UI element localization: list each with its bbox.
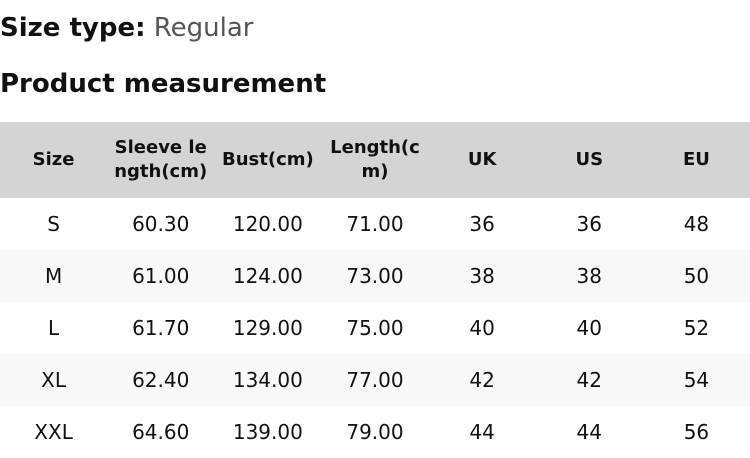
table-cell: 64.60 [132,420,190,444]
column-header: UK [428,122,536,198]
section-title: Product measurement [0,69,327,99]
table-cell: 54 [642,354,750,406]
table-cell: 36 [576,212,602,236]
table-cell: XXL [34,420,73,444]
table-cell: 40 [469,316,495,340]
size-type-value: Regular [153,13,254,43]
table-row: XL 62.40 134.00 77.00 42 42 54 [0,354,750,406]
column-header: Length(cm) [321,122,429,198]
table-cell: 44 [469,420,495,444]
table-cell: S [47,212,60,236]
table-row: M 61.00 124.00 73.00 38 38 50 [0,250,750,302]
table-header-row: Size Sleeve length(cm) Bust(cm) Length(cm) U… [0,122,750,198]
column-header: Sleeve length(cm) [107,122,215,198]
table-cell: 134.00 [214,354,322,406]
table-cell: 120.00 [232,212,303,236]
table-cell: 38 [535,250,643,302]
table-cell: 124.00 [214,250,322,302]
table-cell: 77.00 [321,354,429,406]
table-cell: 56 [683,420,710,444]
table-cell: 48 [683,212,710,236]
table-cell: 62.40 [107,354,215,406]
table-cell: 139.00 [232,420,303,444]
table-cell: 50 [642,250,750,302]
table-cell: M [0,250,108,302]
table-cell: 71.00 [346,212,404,236]
table-cell: 129.00 [232,316,303,340]
table-cell: 61.70 [132,316,190,340]
column-header: US [535,122,643,198]
measurement-table: Size Sleeve length(cm) Bust(cm) Length(cm) U… [0,122,750,458]
table-cell: 38 [428,250,536,302]
table-cell: 73.00 [321,250,429,302]
table-cell: 52 [683,316,710,340]
table-cell: 40 [576,316,602,340]
size-type-label: Size type: [0,13,146,43]
table-cell: 79.00 [346,420,404,444]
table-row: S 60.30 120.00 71.00 36 36 48 [0,198,750,250]
table-row: XXL 64.60 139.00 79.00 44 44 56 [0,406,750,458]
table-row: L 61.70 129.00 75.00 40 40 52 [0,302,750,354]
column-header: Size [0,122,108,198]
table-cell: 60.30 [132,212,190,236]
table-cell: XL [0,354,108,406]
table-cell: 36 [469,212,495,236]
table-cell: 42 [428,354,536,406]
table-cell: 61.00 [107,250,215,302]
column-header: EU [642,122,750,198]
table-cell: L [47,316,60,340]
table-cell: 75.00 [346,316,404,340]
table-cell: 42 [535,354,643,406]
size-type: Size type: Regular [0,11,253,45]
column-header: Bust(cm) [214,122,322,198]
table-cell: 44 [576,420,602,444]
